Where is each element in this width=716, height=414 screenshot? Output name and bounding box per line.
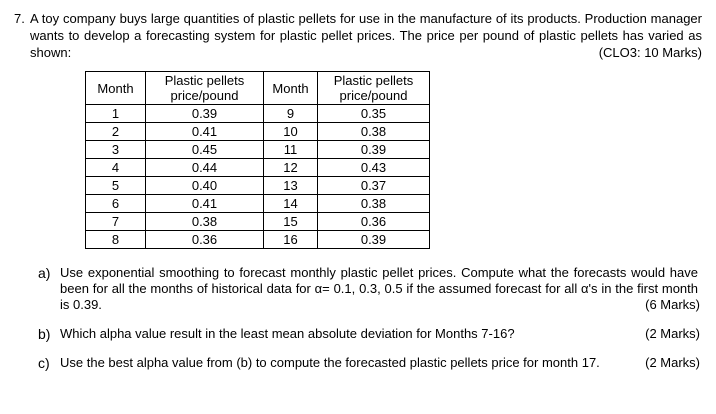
cell-price: 0.36 xyxy=(317,212,430,231)
table-row: 1 0.39 9 0.35 xyxy=(85,104,430,123)
part-c-text-wrap: Use the best alpha value from (b) to com… xyxy=(60,355,700,371)
part-b-text: Which alpha value result in the least me… xyxy=(60,326,515,341)
cell-price: 0.39 xyxy=(145,104,264,123)
table-row: 2 0.41 10 0.38 xyxy=(85,122,430,141)
cell-month: 8 xyxy=(85,230,146,249)
question-intro: 7. A toy company buys large quantities o… xyxy=(14,10,702,61)
question-text: A toy company buys large quantities of p… xyxy=(30,11,702,60)
table-row: 4 0.44 12 0.43 xyxy=(85,158,430,177)
table-body: 1 0.39 9 0.35 2 0.41 10 0.38 3 0.45 11 0… xyxy=(85,104,430,249)
part-a-text: Use exponential smoothing to forecast mo… xyxy=(60,265,698,312)
cell-month: 9 xyxy=(263,104,318,123)
part-a-text-wrap: Use exponential smoothing to forecast mo… xyxy=(60,265,700,313)
cell-month: 4 xyxy=(85,158,146,177)
cell-month: 6 xyxy=(85,194,146,213)
cell-price: 0.38 xyxy=(317,194,430,213)
part-c-text: Use the best alpha value from (b) to com… xyxy=(60,355,600,370)
col-header-price-left: Plastic pellets price/pound xyxy=(145,71,264,105)
question-number: 7. xyxy=(14,11,25,26)
part-c: c) Use the best alpha value from (b) to … xyxy=(38,355,700,371)
cell-month: 5 xyxy=(85,176,146,195)
col-header-price-right: Plastic pellets price/pound xyxy=(317,71,430,105)
table-row: 7 0.38 15 0.36 xyxy=(85,212,430,231)
cell-price: 0.39 xyxy=(317,230,430,249)
table-row: 5 0.40 13 0.37 xyxy=(85,176,430,195)
cell-month: 3 xyxy=(85,140,146,159)
cell-month: 11 xyxy=(263,140,318,159)
cell-month: 1 xyxy=(85,104,146,123)
cell-price: 0.36 xyxy=(145,230,264,249)
cell-month: 2 xyxy=(85,122,146,141)
cell-month: 15 xyxy=(263,212,318,231)
part-b-marks: (2 Marks) xyxy=(637,326,700,342)
part-b-text-wrap: Which alpha value result in the least me… xyxy=(60,326,700,342)
cell-price: 0.44 xyxy=(145,158,264,177)
cell-price: 0.41 xyxy=(145,122,264,141)
cell-price: 0.38 xyxy=(317,122,430,141)
cell-month: 14 xyxy=(263,194,318,213)
cell-price: 0.37 xyxy=(317,176,430,195)
cell-month: 16 xyxy=(263,230,318,249)
part-c-marks: (2 Marks) xyxy=(637,355,700,371)
col-header-month-right: Month xyxy=(263,71,318,105)
part-a-marks: (6 Marks) xyxy=(637,297,700,313)
table-row: 8 0.36 16 0.39 xyxy=(85,230,430,249)
cell-month: 10 xyxy=(263,122,318,141)
table-row: 3 0.45 11 0.39 xyxy=(85,140,430,159)
cell-month: 13 xyxy=(263,176,318,195)
cell-month: 7 xyxy=(85,212,146,231)
cell-price: 0.40 xyxy=(145,176,264,195)
table-header-row: Month Plastic pellets price/pound Month … xyxy=(85,71,430,105)
part-a-label: a) xyxy=(38,265,51,281)
cell-price: 0.41 xyxy=(145,194,264,213)
col-header-month-left: Month xyxy=(85,71,146,105)
question-parts: a) Use exponential smoothing to forecast… xyxy=(14,265,702,371)
table-row: 6 0.41 14 0.38 xyxy=(85,194,430,213)
cell-price: 0.35 xyxy=(317,104,430,123)
cell-price: 0.45 xyxy=(145,140,264,159)
part-c-label: c) xyxy=(38,355,50,371)
cell-month: 12 xyxy=(263,158,318,177)
cell-price: 0.43 xyxy=(317,158,430,177)
cell-price: 0.38 xyxy=(145,212,264,231)
part-a: a) Use exponential smoothing to forecast… xyxy=(38,265,700,313)
cell-price: 0.39 xyxy=(317,140,430,159)
clo-marks-label: (CLO3: 10 Marks) xyxy=(592,44,702,61)
pellet-price-table: Month Plastic pellets price/pound Month … xyxy=(85,71,430,249)
part-b: b) Which alpha value result in the least… xyxy=(38,326,700,342)
part-b-label: b) xyxy=(38,326,51,342)
